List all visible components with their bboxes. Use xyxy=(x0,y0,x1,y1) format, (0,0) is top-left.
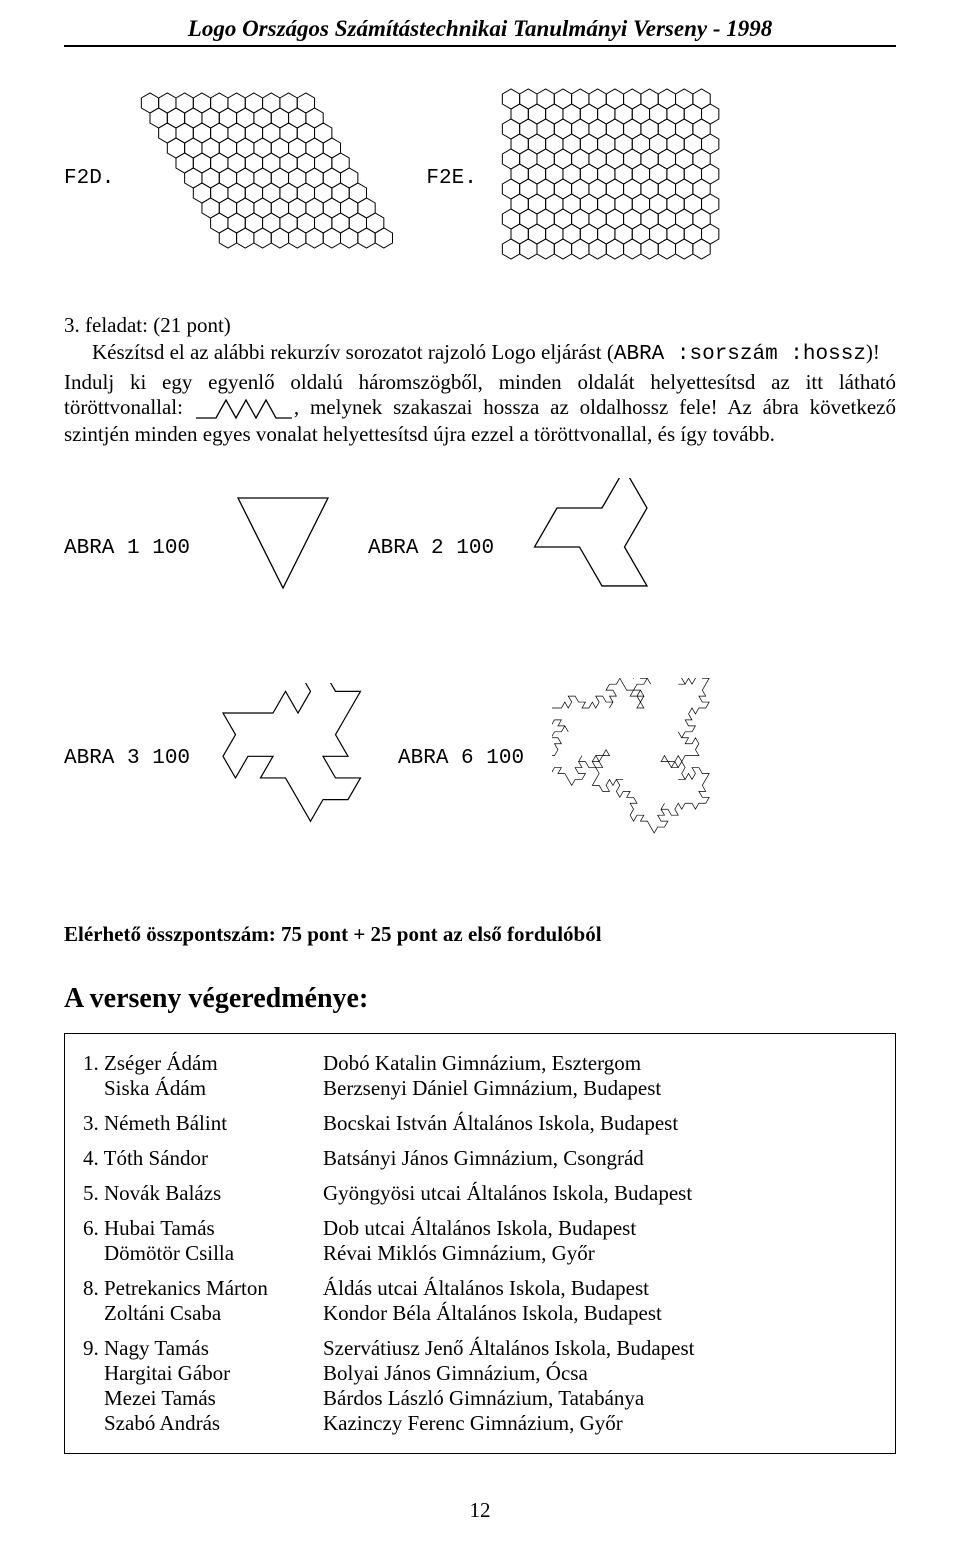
result-names: 1. Zséger Ádám Siska Ádám xyxy=(83,1046,323,1106)
broken-line-icon xyxy=(194,396,294,422)
result-names: 8. Petrekanics Márton Zoltáni Csaba xyxy=(83,1271,323,1331)
figure-abra6 xyxy=(552,678,732,838)
results-table: 1. Zséger Ádám Siska ÁdámDobó Katalin Gi… xyxy=(83,1046,877,1441)
table-row: 6. Hubai Tamás Dömötör CsillaDob utcai Á… xyxy=(83,1211,877,1271)
abra-row-1: ABRA 1 100 ABRA 2 100 xyxy=(64,478,896,618)
table-row: 4. Tóth SándorBatsányi János Gimnázium, … xyxy=(83,1141,877,1176)
result-schools: Dobó Katalin Gimnázium, EsztergomBerzsen… xyxy=(323,1046,877,1106)
figure-f2d xyxy=(130,83,410,273)
task-line1a: Készítsd el az alábbi rekurzív sorozatot… xyxy=(92,340,614,364)
label-abra6: ABRA 6 100 xyxy=(398,747,524,770)
page-root: Logo Országos Számítástechnikai Tanulmán… xyxy=(0,0,960,1555)
task-heading: 3. feladat: (21 pont) xyxy=(64,313,896,338)
result-names: 5. Novák Balázs xyxy=(83,1176,323,1211)
figure-abra1 xyxy=(218,488,348,608)
label-abra2: ABRA 2 100 xyxy=(368,537,494,560)
abra-row-2: ABRA 3 100 ABRA 6 100 xyxy=(64,678,896,838)
page-header: Logo Országos Számítástechnikai Tanulmán… xyxy=(64,16,896,47)
task-number: 3. feladat: xyxy=(64,313,148,337)
task-body2: Indulj ki egy egyenlő oldalú háromszögbő… xyxy=(64,370,896,448)
result-schools: Bocskai István Általános Iskola, Budapes… xyxy=(323,1106,877,1141)
label-f2d: F2D. xyxy=(64,167,114,190)
result-names: 4. Tóth Sándor xyxy=(83,1141,323,1176)
task-line1b: )! xyxy=(866,340,880,364)
table-row: 9. Nagy Tamás Hargitai Gábor Mezei Tamás… xyxy=(83,1331,877,1441)
figure-abra3 xyxy=(218,683,388,833)
result-names: 6. Hubai Tamás Dömötör Csilla xyxy=(83,1211,323,1271)
table-row: 1. Zséger Ádám Siska ÁdámDobó Katalin Gi… xyxy=(83,1046,877,1106)
table-row: 5. Novák BalázsGyöngyösi utcai Általános… xyxy=(83,1176,877,1211)
score-line: Elérhető összpontszám: 75 pont + 25 pont… xyxy=(64,922,896,947)
table-row: 3. Németh BálintBocskai István Általános… xyxy=(83,1106,877,1141)
result-schools: Gyöngyösi utcai Általános Iskola, Budape… xyxy=(323,1176,877,1211)
table-row: 8. Petrekanics Márton Zoltáni CsabaÁldás… xyxy=(83,1271,877,1331)
figure-f2e xyxy=(493,83,743,273)
label-abra3: ABRA 3 100 xyxy=(64,747,190,770)
result-names: 9. Nagy Tamás Hargitai Gábor Mezei Tamás… xyxy=(83,1331,323,1441)
figure-row: F2D. F2E. xyxy=(64,83,896,273)
result-schools: Szervátiusz Jenő Általános Iskola, Budap… xyxy=(323,1331,877,1441)
result-names: 3. Németh Bálint xyxy=(83,1106,323,1141)
results-title: A verseny végeredménye: xyxy=(64,983,896,1015)
label-f2e: F2E. xyxy=(426,167,476,190)
result-schools: Batsányi János Gimnázium, Csongrád xyxy=(323,1141,877,1176)
result-schools: Áldás utcai Általános Iskola, BudapestKo… xyxy=(323,1271,877,1331)
figure-abra2 xyxy=(522,478,682,618)
task-body: Készítsd el az alábbi rekurzív sorozatot… xyxy=(92,340,896,368)
task-code1: ABRA :sorszám :hossz xyxy=(614,343,866,366)
result-schools: Dob utcai Általános Iskola, BudapestRéva… xyxy=(323,1211,877,1271)
results-box: 1. Zséger Ádám Siska ÁdámDobó Katalin Gi… xyxy=(64,1033,896,1454)
task-points: (21 pont) xyxy=(153,313,231,337)
label-abra1: ABRA 1 100 xyxy=(64,537,190,560)
